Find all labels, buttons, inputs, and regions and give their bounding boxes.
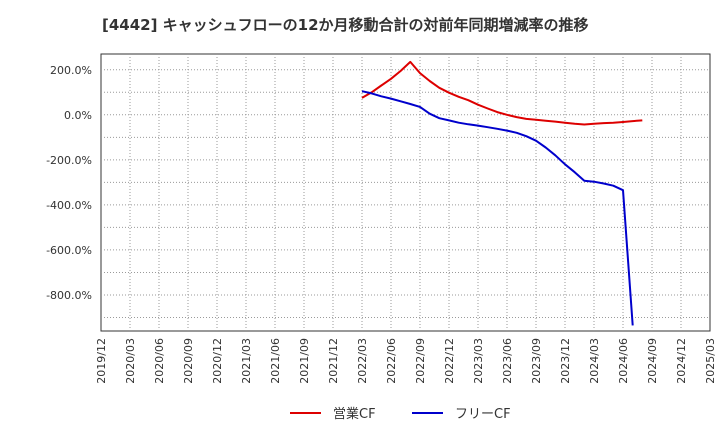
y-tick-label: -800.0%: [46, 289, 92, 302]
y-tick-label: 200.0%: [50, 64, 92, 77]
series-line-2: [361, 90, 634, 326]
x-tick-label: 2021/03: [240, 338, 253, 384]
x-tick-label: 2021/06: [269, 338, 282, 384]
y-axis: 200.0% 0.0% -200.0% -400.0% -600.0% -800.0%: [46, 64, 92, 302]
y-tick-label: -200.0%: [46, 154, 92, 167]
x-tick-label: 2019/12: [95, 338, 108, 384]
chart-title: [4442] キャッシュフローの12か月移動合計の対前年同期増減率の推移: [102, 16, 589, 34]
x-tick-label: 2020/12: [211, 338, 224, 384]
y-tick-label: -400.0%: [46, 199, 92, 212]
x-tick-label: 2023/09: [530, 338, 543, 384]
legend-label-1: 営業CF: [333, 406, 376, 422]
x-tick-label: 2023/06: [501, 338, 514, 384]
x-tick-label: 2023/12: [559, 338, 572, 384]
plot-area: [100, 53, 711, 332]
x-tick-label: 2022/03: [356, 338, 369, 384]
x-tick-label: 2024/03: [588, 338, 601, 384]
x-tick-label: 2020/09: [182, 338, 195, 384]
x-tick-label: 2022/06: [385, 338, 398, 384]
grid: [101, 54, 710, 331]
x-axis: 2019/12 2020/03 2020/06 2020/09 2020/12 2021/…: [95, 338, 717, 384]
x-tick-label: 2020/06: [153, 338, 166, 384]
y-tick-label: -600.0%: [46, 244, 92, 257]
series-layer: [361, 60, 643, 326]
x-tick-label: 2025/03: [704, 338, 717, 384]
x-tick-label: 2023/03: [472, 338, 485, 384]
x-tick-label: 2024/06: [617, 338, 630, 384]
x-tick-label: 2020/03: [124, 338, 137, 384]
y-tick-label: 0.0%: [64, 109, 92, 122]
legend-label-2: フリーCF: [455, 407, 511, 422]
legend: 営業CF フリーCF: [290, 406, 511, 422]
x-tick-label: 2021/12: [327, 338, 340, 384]
x-tick-label: 2022/12: [443, 338, 456, 384]
x-tick-label: 2024/12: [675, 338, 688, 384]
x-tick-label: 2024/09: [646, 338, 659, 384]
series-line-1: [361, 60, 643, 126]
x-tick-label: 2022/09: [414, 338, 427, 384]
x-tick-label: 2021/09: [298, 338, 311, 384]
